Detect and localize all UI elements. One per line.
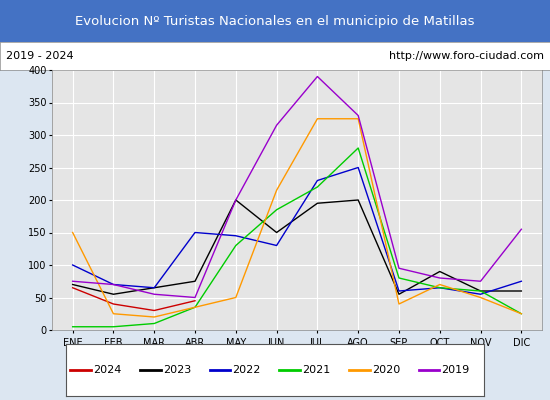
Text: http://www.foro-ciudad.com: http://www.foro-ciudad.com <box>389 51 544 61</box>
Text: 2019 - 2024: 2019 - 2024 <box>6 51 73 61</box>
Text: 2022: 2022 <box>233 365 261 375</box>
Text: 2023: 2023 <box>163 365 191 375</box>
Text: 2021: 2021 <box>302 365 331 375</box>
Text: 2024: 2024 <box>93 365 122 375</box>
Text: Evolucion Nº Turistas Nacionales en el municipio de Matillas: Evolucion Nº Turistas Nacionales en el m… <box>75 14 475 28</box>
Text: 2019: 2019 <box>442 365 470 375</box>
Text: 2020: 2020 <box>372 365 400 375</box>
